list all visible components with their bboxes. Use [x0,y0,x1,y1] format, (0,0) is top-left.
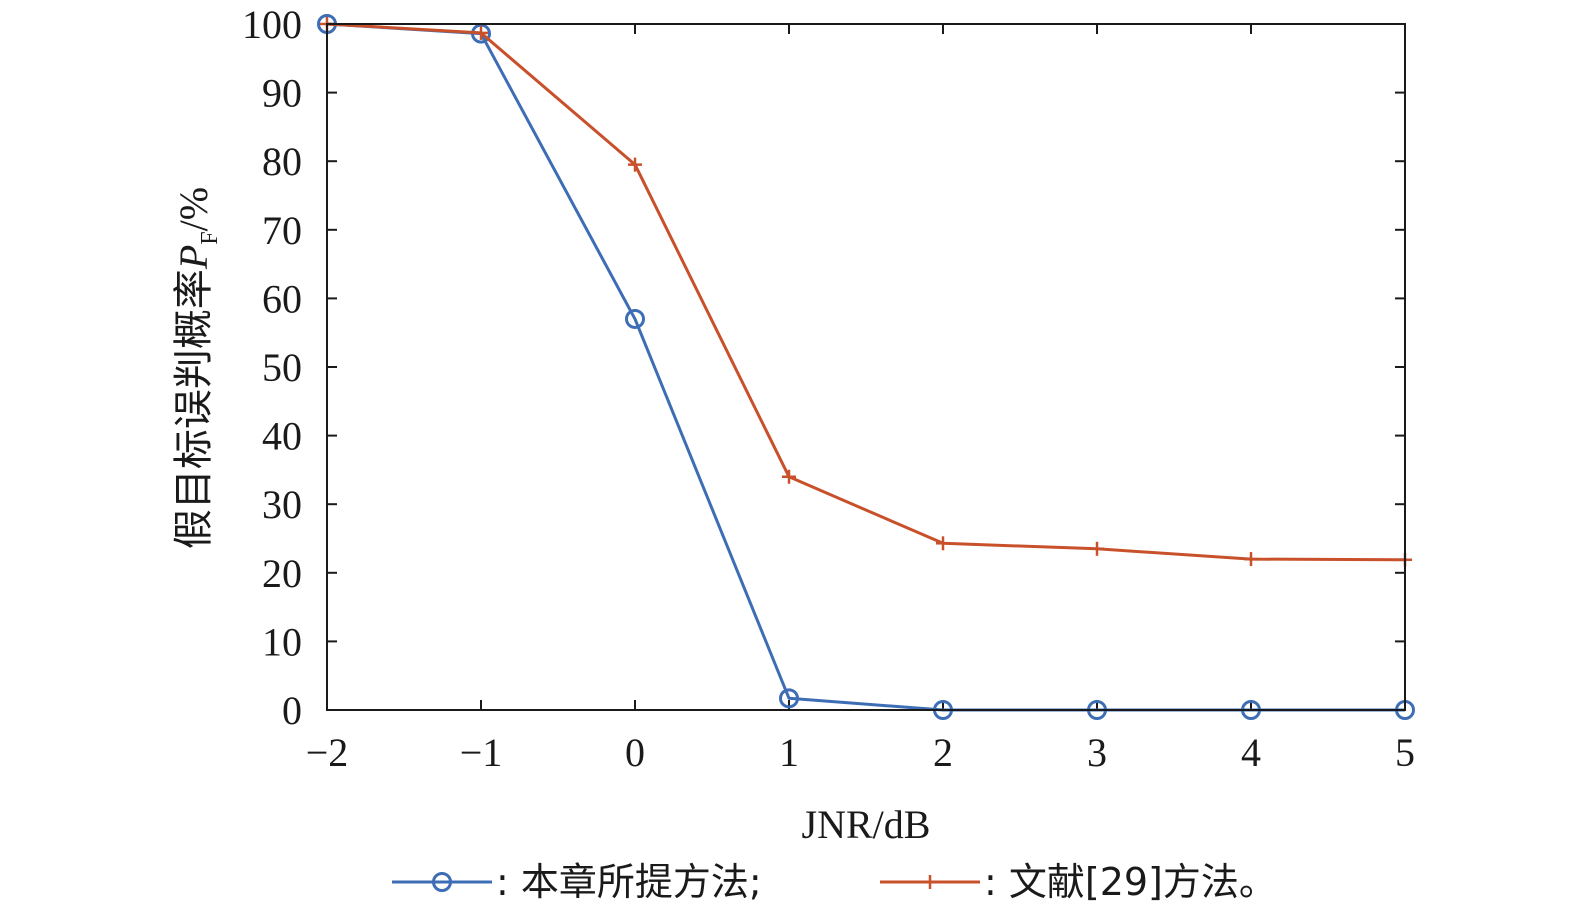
legend-marker [432,872,452,892]
x-tick-label: −1 [460,730,503,775]
data-point [628,157,642,172]
data-point [474,25,488,40]
x-tick-label: 2 [933,730,953,775]
series-line-2 [326,22,1406,562]
x-tick-labels: −2 −1 0 1 2 3 4 5 [306,730,1415,775]
x-tick-label: −2 [306,730,349,775]
series-1 [317,14,1415,720]
y-axis-title-main: 假目标误判概率 [171,269,216,549]
y-axis-title-symbol: P [171,245,216,270]
ticks-layer [326,23,1406,711]
data-point [625,308,645,329]
y-tick-label: 0 [282,688,302,733]
legend: : 本章所提方法; : 文献[29]方法。 [392,860,1277,904]
series-line-1 [326,22,1405,712]
legend-marker [923,875,937,889]
y-tick-label: 50 [262,345,302,390]
svg-text:假目标误判概率PF/%: 假目标误判概率PF/% [171,187,223,549]
data-point [782,469,796,484]
y-tick-label: 100 [242,2,302,47]
data-point [779,688,799,709]
data-point [936,536,950,551]
y-tick-label: 10 [262,619,302,664]
legend-label: : 文献[29]方法。 [984,860,1277,904]
data-point [1244,552,1258,567]
x-tick-label: 1 [779,730,799,775]
y-tick-label: 40 [262,414,302,459]
y-axis-title: 假目标误判概率PF/% [171,187,223,549]
y-axis-title-subscript: F [197,231,223,244]
y-tick-label: 90 [262,71,302,116]
x-tick-label: 0 [625,730,645,775]
plot-frame [326,23,1406,711]
x-tick-label: 4 [1241,730,1261,775]
x-tick-label: 5 [1395,730,1415,775]
x-axis-title: JNR/dB [802,802,931,847]
y-tick-label: 80 [262,139,302,184]
y-tick-label: 70 [262,208,302,253]
y-tick-labels: 0 10 20 30 40 50 60 70 80 90 100 [242,2,302,733]
y-axis-title-unit: /% [171,187,216,231]
legend-item-1: : 本章所提方法; [392,860,762,904]
series-layer [317,14,1415,720]
data-point [1090,541,1104,556]
series-2 [320,17,1412,567]
y-tick-label: 30 [262,482,302,527]
x-tick-label: 3 [1087,730,1107,775]
y-tick-label: 60 [262,276,302,321]
y-tick-label: 20 [262,551,302,596]
legend-item-2: : 文献[29]方法。 [880,860,1277,904]
legend-label: : 本章所提方法; [496,860,762,904]
